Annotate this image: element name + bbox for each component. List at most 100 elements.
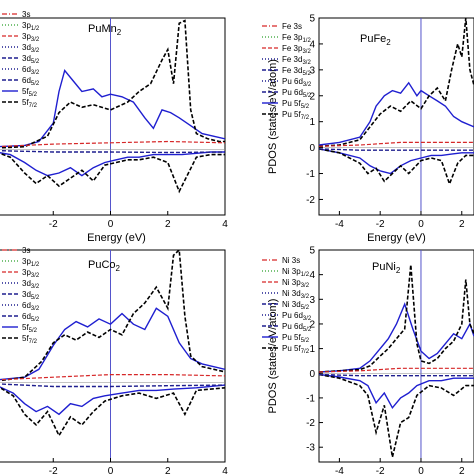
- y-tick-label: 3: [309, 295, 315, 306]
- series-line-d52-5: [319, 373, 474, 377]
- legend-label: 3s: [22, 10, 30, 19]
- legend-label: 6d5/2: [22, 76, 40, 87]
- y-tick-label: 0: [309, 369, 315, 380]
- y-tick-label: 0: [309, 143, 315, 154]
- series-line-d52-5: [0, 149, 225, 154]
- x-axis-label: Energy (eV): [367, 232, 426, 244]
- legend-label: 3d3/2: [22, 43, 40, 54]
- legend-label: Pu 6d3/2: [282, 77, 312, 88]
- series-line-f52-2: [0, 151, 225, 177]
- y-tick-label: -1: [306, 169, 315, 180]
- x-tick-label: 0: [108, 219, 114, 230]
- y-axis-label: PDOS (states/eV/atom): [267, 59, 279, 174]
- legend-label: Fe 3p3/2: [282, 44, 311, 55]
- series-line-f72-1: [0, 250, 225, 382]
- series-line-f72-3: [319, 148, 474, 187]
- panel-title: PuNi2: [372, 261, 401, 275]
- x-tick-label: 4: [222, 219, 228, 230]
- legend-label: Pu 5f7/2: [282, 110, 310, 121]
- legend-label: 3p3/2: [22, 32, 40, 43]
- series-line-f72-3: [0, 386, 225, 438]
- legend-label: Fe 3p1/2: [282, 33, 311, 44]
- legend-label: Pu 6d3/2: [282, 311, 312, 322]
- y-tick-label: 1: [309, 117, 315, 128]
- series-line-f52-0: [319, 81, 474, 146]
- legend-label: 5f7/2: [22, 98, 38, 109]
- legend-label: 6d3/2: [22, 65, 40, 76]
- x-tick-label: 0: [418, 219, 424, 230]
- series-line-f52-0: [0, 307, 225, 381]
- panel-title: PuMn2: [88, 23, 122, 37]
- x-tick-label: 0: [418, 466, 424, 474]
- y-tick-label: 4: [309, 39, 315, 50]
- legend-label: Fe 3d5/2: [282, 66, 311, 77]
- series-line-f52-2: [319, 148, 474, 175]
- legend-label: 3p1/2: [22, 257, 40, 268]
- series-line-f72-1: [319, 264, 474, 373]
- x-tick-label: 2: [459, 219, 465, 230]
- x-axis-label: Energy (eV): [87, 232, 146, 244]
- series-line-p32-4: [0, 140, 225, 148]
- x-tick-label: -4: [335, 466, 344, 474]
- x-tick-label: -2: [49, 466, 58, 474]
- panel-pumn2: -2 0 2 4 Energy (eV) PuMn2 3s 3p1/23p3/23d3/23d…: [0, 10, 228, 244]
- legend-label: Fe 3d3/2: [282, 55, 311, 66]
- plot-frame: [318, 249, 474, 463]
- legend-label: Ni 3d5/2: [282, 300, 310, 311]
- x-tick-label: 2: [165, 466, 171, 474]
- legend-label: Pu 6d5/2: [282, 322, 312, 333]
- legend-label: 3d3/2: [22, 279, 40, 290]
- x-tick-label: -4: [335, 219, 344, 230]
- legend-label: Ni 3p3/2: [282, 278, 310, 289]
- legend-label: Ni 3p1/2: [282, 267, 310, 278]
- y-axis-label: PDOS (states/eV/atom): [267, 299, 279, 414]
- series-line-p32-4: [319, 367, 474, 373]
- series-line-f52-0: [319, 302, 474, 373]
- y-tick-label: -2: [306, 195, 315, 206]
- legend-label: 3d5/2: [22, 54, 40, 65]
- series-line-f72-1: [0, 19, 225, 149]
- legend-label: 3p3/2: [22, 268, 40, 279]
- series-line-f52-0: [0, 69, 225, 148]
- legend-label: Pu 5f7/2: [282, 344, 310, 355]
- legend-label: Ni 3s: [282, 256, 300, 265]
- legend-label: Pu 5f5/2: [282, 99, 310, 110]
- legend-label: 3s: [22, 246, 30, 255]
- legend-label: 5f5/2: [22, 323, 38, 334]
- legend-label: 5f5/2: [22, 87, 38, 98]
- y-tick-label: 1: [309, 344, 315, 355]
- y-tick-label: -1: [306, 393, 315, 404]
- y-tick-label: 2: [309, 319, 315, 330]
- y-tick-label: 2: [309, 91, 315, 102]
- y-tick-label: -3: [306, 443, 315, 454]
- series-line-p32-4: [319, 141, 474, 147]
- legend-label: 6d5/2: [22, 312, 40, 323]
- legend-label: Pu 6d5/2: [282, 88, 312, 99]
- series-line-f72-3: [0, 152, 225, 194]
- x-tick-label: -2: [49, 219, 58, 230]
- series-line-d52-5: [319, 148, 474, 151]
- y-tick-label: 5: [309, 246, 315, 257]
- y-tick-label: 3: [309, 65, 315, 76]
- series-line-f52-2: [319, 373, 474, 410]
- legend: 3s 3p1/23p3/23d3/23d5/26d3/26d5/25f5/25f7…: [2, 246, 40, 345]
- series-line-f52-2: [0, 384, 225, 416]
- legend-label: Fe 3s: [282, 22, 302, 31]
- panel-pufe2: -4 -2 0 2 5 4 3 2 1 0 -1 -2 Energy (eV) PDOS (states/…: [262, 14, 474, 244]
- series-line-p32-4: [0, 374, 225, 381]
- x-tick-label: 4: [222, 466, 228, 474]
- legend-label: Pu 5f5/2: [282, 333, 310, 344]
- legend-label: 5f7/2: [22, 334, 38, 345]
- y-tick-label: 4: [309, 270, 315, 281]
- y-tick-label: 5: [309, 14, 315, 25]
- legend-label: 3p1/2: [22, 21, 40, 32]
- series-line-f72-1: [319, 18, 474, 148]
- x-tick-label: 0: [108, 466, 114, 474]
- legend: 3s 3p1/23p3/23d3/23d5/26d3/26d5/25f5/25f7…: [2, 10, 40, 109]
- x-tick-label: -2: [376, 466, 385, 474]
